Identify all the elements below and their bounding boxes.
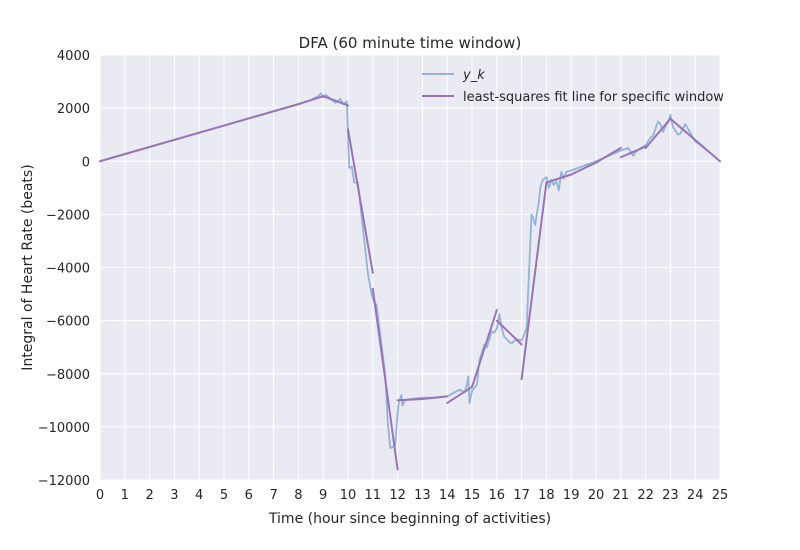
fit-line-segment — [694, 139, 721, 163]
x-tick-label: 0 — [96, 488, 104, 503]
x-tick-label: 23 — [662, 488, 679, 503]
x-tick-label: 8 — [294, 488, 302, 503]
x-tick-label: 13 — [414, 488, 431, 503]
y-tick-label: −6000 — [46, 315, 90, 330]
fit-line-segment — [421, 395, 449, 400]
y-tick-label: 0 — [82, 155, 90, 170]
x-tick-label: 2 — [145, 488, 153, 503]
x-tick-label: 10 — [340, 488, 357, 503]
fit-line-segment — [520, 181, 548, 381]
x-tick-label: 5 — [220, 488, 228, 503]
data-lines — [99, 92, 721, 471]
x-tick-label: 24 — [687, 488, 704, 503]
grid-lines — [99, 54, 721, 481]
fit-line-segment — [545, 173, 573, 184]
x-tick-label: 20 — [588, 488, 605, 503]
x-tick-label: 12 — [389, 488, 406, 503]
chart-title: DFA (60 minute time window) — [299, 34, 522, 52]
fit-line-segment — [396, 397, 424, 402]
x-tick-label: 21 — [613, 488, 630, 503]
fit-line-segment — [99, 103, 300, 163]
x-tick-label: 15 — [464, 488, 481, 503]
y-tick-label: −4000 — [46, 262, 90, 277]
fit-line-segment — [347, 128, 374, 274]
fit-line-segment — [322, 95, 349, 107]
y-tick-label: 2000 — [57, 102, 90, 117]
fit-line-segment — [297, 95, 325, 106]
x-tick-label: 7 — [269, 488, 277, 503]
fit-line-segment — [446, 386, 473, 404]
y-tick-label: −12000 — [38, 474, 90, 489]
x-tick-label: 25 — [712, 488, 729, 503]
y-tick-label: 4000 — [57, 49, 90, 64]
x-tick-label: 17 — [513, 488, 530, 503]
legend-label-yk: y_k — [462, 68, 485, 83]
fit-line-segment — [619, 145, 647, 159]
fit-line-segment — [495, 319, 523, 346]
fit-line-segment — [669, 117, 697, 141]
x-tick-label: 6 — [245, 488, 253, 503]
legend-label-fit: least-squares fit line for specific wind… — [463, 90, 724, 105]
x-tick-label: 18 — [538, 488, 555, 503]
y-tick-label: −8000 — [46, 368, 90, 383]
x-tick-label: 4 — [195, 488, 203, 503]
fit-line-segment — [595, 146, 622, 164]
x-tick-label: 3 — [170, 488, 178, 503]
legend: y_k least-squares fit line for specific … — [422, 68, 724, 105]
x-tick-label: 22 — [637, 488, 654, 503]
x-tick-label: 19 — [563, 488, 580, 503]
fit-line-segment — [570, 161, 597, 176]
fit-line-segment — [644, 117, 672, 149]
x-tick-label: 11 — [365, 488, 382, 503]
y-tick-label: −10000 — [38, 421, 90, 436]
x-tick-label: 1 — [121, 488, 129, 503]
x-tick-label: 14 — [439, 488, 456, 503]
fit-line-segment — [371, 287, 399, 471]
tick-labels: 0 1 2 3 4 5 6 7 8 9 10 11 12 13 14 15 16 17 18 19 20 21 22 23 24… — [38, 49, 729, 503]
x-tick-label: 16 — [489, 488, 506, 503]
x-axis-label: Time (hour since beginning of activities… — [268, 511, 551, 527]
y-tick-label: −2000 — [46, 208, 90, 223]
x-tick-label: 9 — [319, 488, 327, 503]
y-axis-label: Integral of Heart Rate (beats) — [20, 164, 36, 370]
fit-line-segment — [471, 309, 498, 389]
